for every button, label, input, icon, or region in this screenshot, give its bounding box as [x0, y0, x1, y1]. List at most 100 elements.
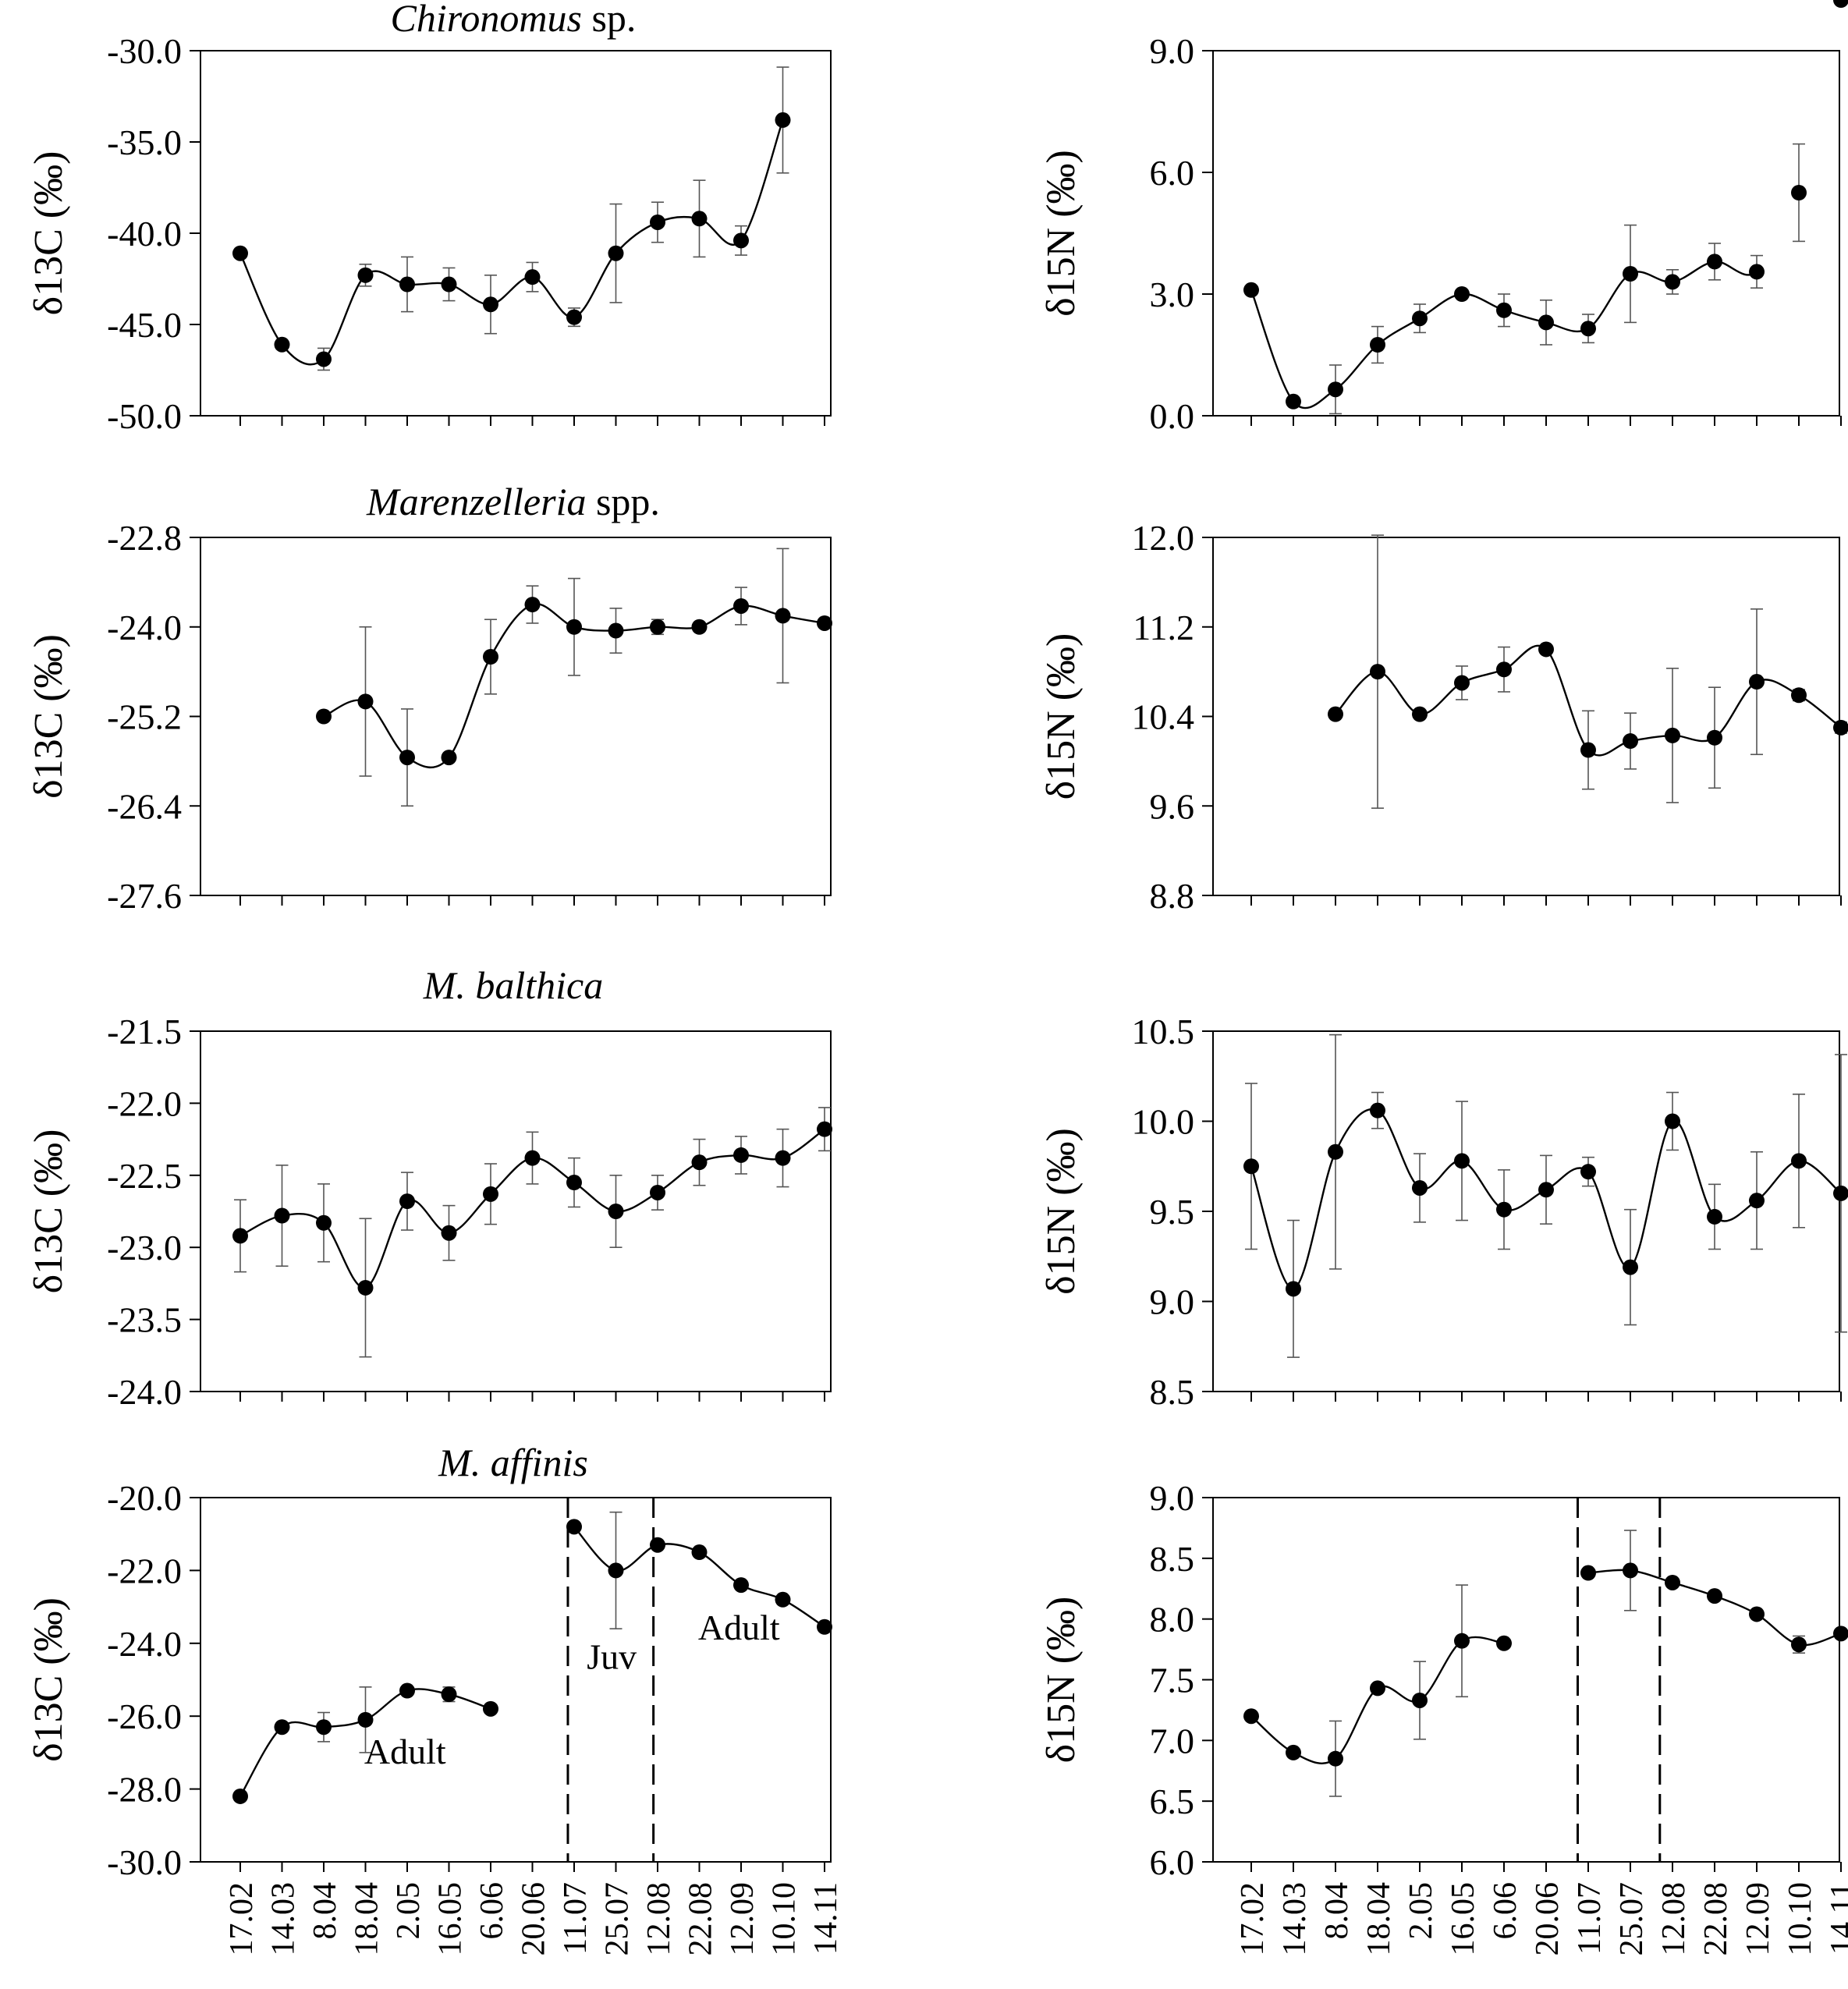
data-point: [483, 649, 498, 665]
data-point: [1496, 302, 1512, 318]
data-point: [1538, 314, 1554, 331]
x-tick-label: 14.11: [808, 1882, 844, 1955]
data-point: [1623, 1259, 1638, 1275]
data-point: [650, 1184, 665, 1200]
data-point: [1412, 1692, 1428, 1708]
x-tick-label: 6.06: [1488, 1882, 1523, 1940]
x-tick-label: 22.08: [1698, 1882, 1734, 1956]
y-tick-label: -22.5: [107, 1156, 182, 1196]
y-tick-label: -27.6: [107, 876, 182, 916]
data-point: [1454, 1153, 1470, 1169]
data-point: [566, 1519, 582, 1535]
panel-4-d13c: -20.0 -22.0 -24.0 -26.0 -28.0 -30.0 17.02 14.03…: [27, 1441, 844, 1956]
data-point: [483, 1186, 498, 1202]
y-tick-label: -24.0: [107, 1624, 182, 1664]
x-tick-label: 12.09: [725, 1882, 761, 1956]
y-tick-label: 9.0: [1150, 1478, 1195, 1518]
x-tick-label: 14.03: [1277, 1882, 1313, 1956]
y-axis-title: δ13C (‰): [27, 151, 71, 316]
series-line: [1250, 261, 1758, 410]
series-line: [239, 119, 784, 366]
life-stage-label: Adult: [698, 1608, 780, 1647]
data-point: [1580, 1565, 1596, 1581]
x-tick-label: 10.10: [767, 1882, 803, 1956]
data-point: [1328, 381, 1343, 398]
data-point: [316, 351, 332, 367]
y-tick-label: -26.0: [107, 1696, 182, 1736]
y-axis-title: δ13C (‰): [27, 1597, 71, 1762]
y-tick-label: 10.0: [1132, 1102, 1195, 1142]
data-point: [817, 615, 832, 631]
data-point: [775, 1150, 791, 1166]
panel-2-d13c: -22.8 -24.0 -25.2 -26.4 -27.6 δ13C (‰) Marenze…: [27, 480, 832, 916]
y-tick-label: -22.0: [107, 1083, 182, 1123]
data-point: [1623, 1562, 1638, 1579]
x-tick-label: 22.08: [683, 1882, 719, 1956]
panel-title: Marenzelleria spp.: [366, 480, 660, 523]
plot-frame: [200, 1030, 832, 1392]
data-point: [1580, 321, 1596, 337]
y-tick-label: 7.0: [1150, 1721, 1195, 1760]
panel-1-d15n: 9.0 6.0 3.0 0.0 δ15N (‰): [1039, 0, 1848, 436]
species-suffix: sp.: [582, 0, 636, 40]
panel-1-d13c: -30.0 -35.0 -40.0 -45.0 -50.0 δ13C (‰) Chirono…: [27, 0, 832, 436]
species-name: Chironomus: [391, 0, 582, 40]
data-point: [691, 1544, 708, 1561]
y-tick-label: 6.0: [1150, 153, 1195, 193]
data-point: [274, 336, 290, 353]
y-tick-label: -40.0: [107, 214, 182, 254]
data-point: [1749, 1193, 1765, 1209]
x-tick-label: 8.04: [1319, 1882, 1355, 1940]
y-tick-label: -22.8: [107, 518, 182, 558]
y-tick-label: 6.5: [1150, 1782, 1195, 1821]
data-point: [399, 276, 415, 292]
y-tick-label: -23.5: [107, 1300, 182, 1340]
x-tick-label: 20.06: [516, 1882, 552, 1956]
y-tick-label: 0.0: [1150, 396, 1195, 436]
x-tick-label: 17.02: [224, 1882, 260, 1956]
data-point: [1496, 1201, 1512, 1218]
data-point: [1707, 254, 1722, 270]
y-tick-label: -30.0: [107, 1842, 182, 1882]
data-point: [1328, 706, 1343, 722]
data-point: [1623, 733, 1638, 750]
x-tick-label: 6.06: [474, 1882, 510, 1940]
y-tick-label: 12.0: [1132, 518, 1195, 558]
data-point: [357, 267, 374, 283]
species-suffix: spp.: [586, 480, 659, 523]
data-point: [650, 1537, 665, 1553]
data-point: [817, 1618, 832, 1635]
data-point: [775, 112, 791, 128]
plot-frame: [200, 1497, 832, 1863]
data-point: [1286, 1744, 1301, 1760]
data-point: [1833, 0, 1848, 8]
data-point: [1623, 266, 1638, 282]
panel-4-d15n: 9.0 8.5 8.0 7.5 7.0 6.5 6.0 17.02 14.03 8.04 18.04…: [1039, 1478, 1848, 1956]
panel-2-d15n: 12.0 11.2 10.4 9.6 8.8 δ15N (‰): [1039, 518, 1848, 916]
y-axis-title: δ15N (‰): [1039, 1128, 1084, 1295]
y-tick-label: -26.4: [107, 786, 182, 826]
data-point: [232, 1228, 248, 1244]
data-point: [1412, 706, 1428, 722]
life-stage-label: Juv: [587, 1636, 637, 1676]
data-point: [566, 1175, 582, 1191]
data-point: [691, 211, 708, 227]
y-tick-label: 8.8: [1150, 876, 1195, 916]
x-tick-label: 11.07: [558, 1882, 594, 1955]
data-point: [399, 1193, 415, 1210]
panel-title: Chironomus sp.: [391, 0, 637, 40]
data-point: [1791, 1153, 1807, 1169]
x-tick-label: 12.08: [1656, 1882, 1692, 1956]
data-point: [608, 1562, 624, 1579]
data-point: [1749, 1606, 1765, 1622]
data-point: [733, 1577, 749, 1594]
x-tick-label: 14.11: [1825, 1882, 1848, 1955]
series-line: [1587, 1569, 1842, 1647]
data-point: [1538, 1182, 1554, 1198]
y-tick-label: 10.4: [1132, 697, 1195, 737]
x-tick-label: 18.04: [1361, 1882, 1397, 1956]
y-tick-label: 9.0: [1150, 31, 1195, 71]
data-point: [1286, 393, 1301, 410]
data-point: [1454, 675, 1470, 691]
